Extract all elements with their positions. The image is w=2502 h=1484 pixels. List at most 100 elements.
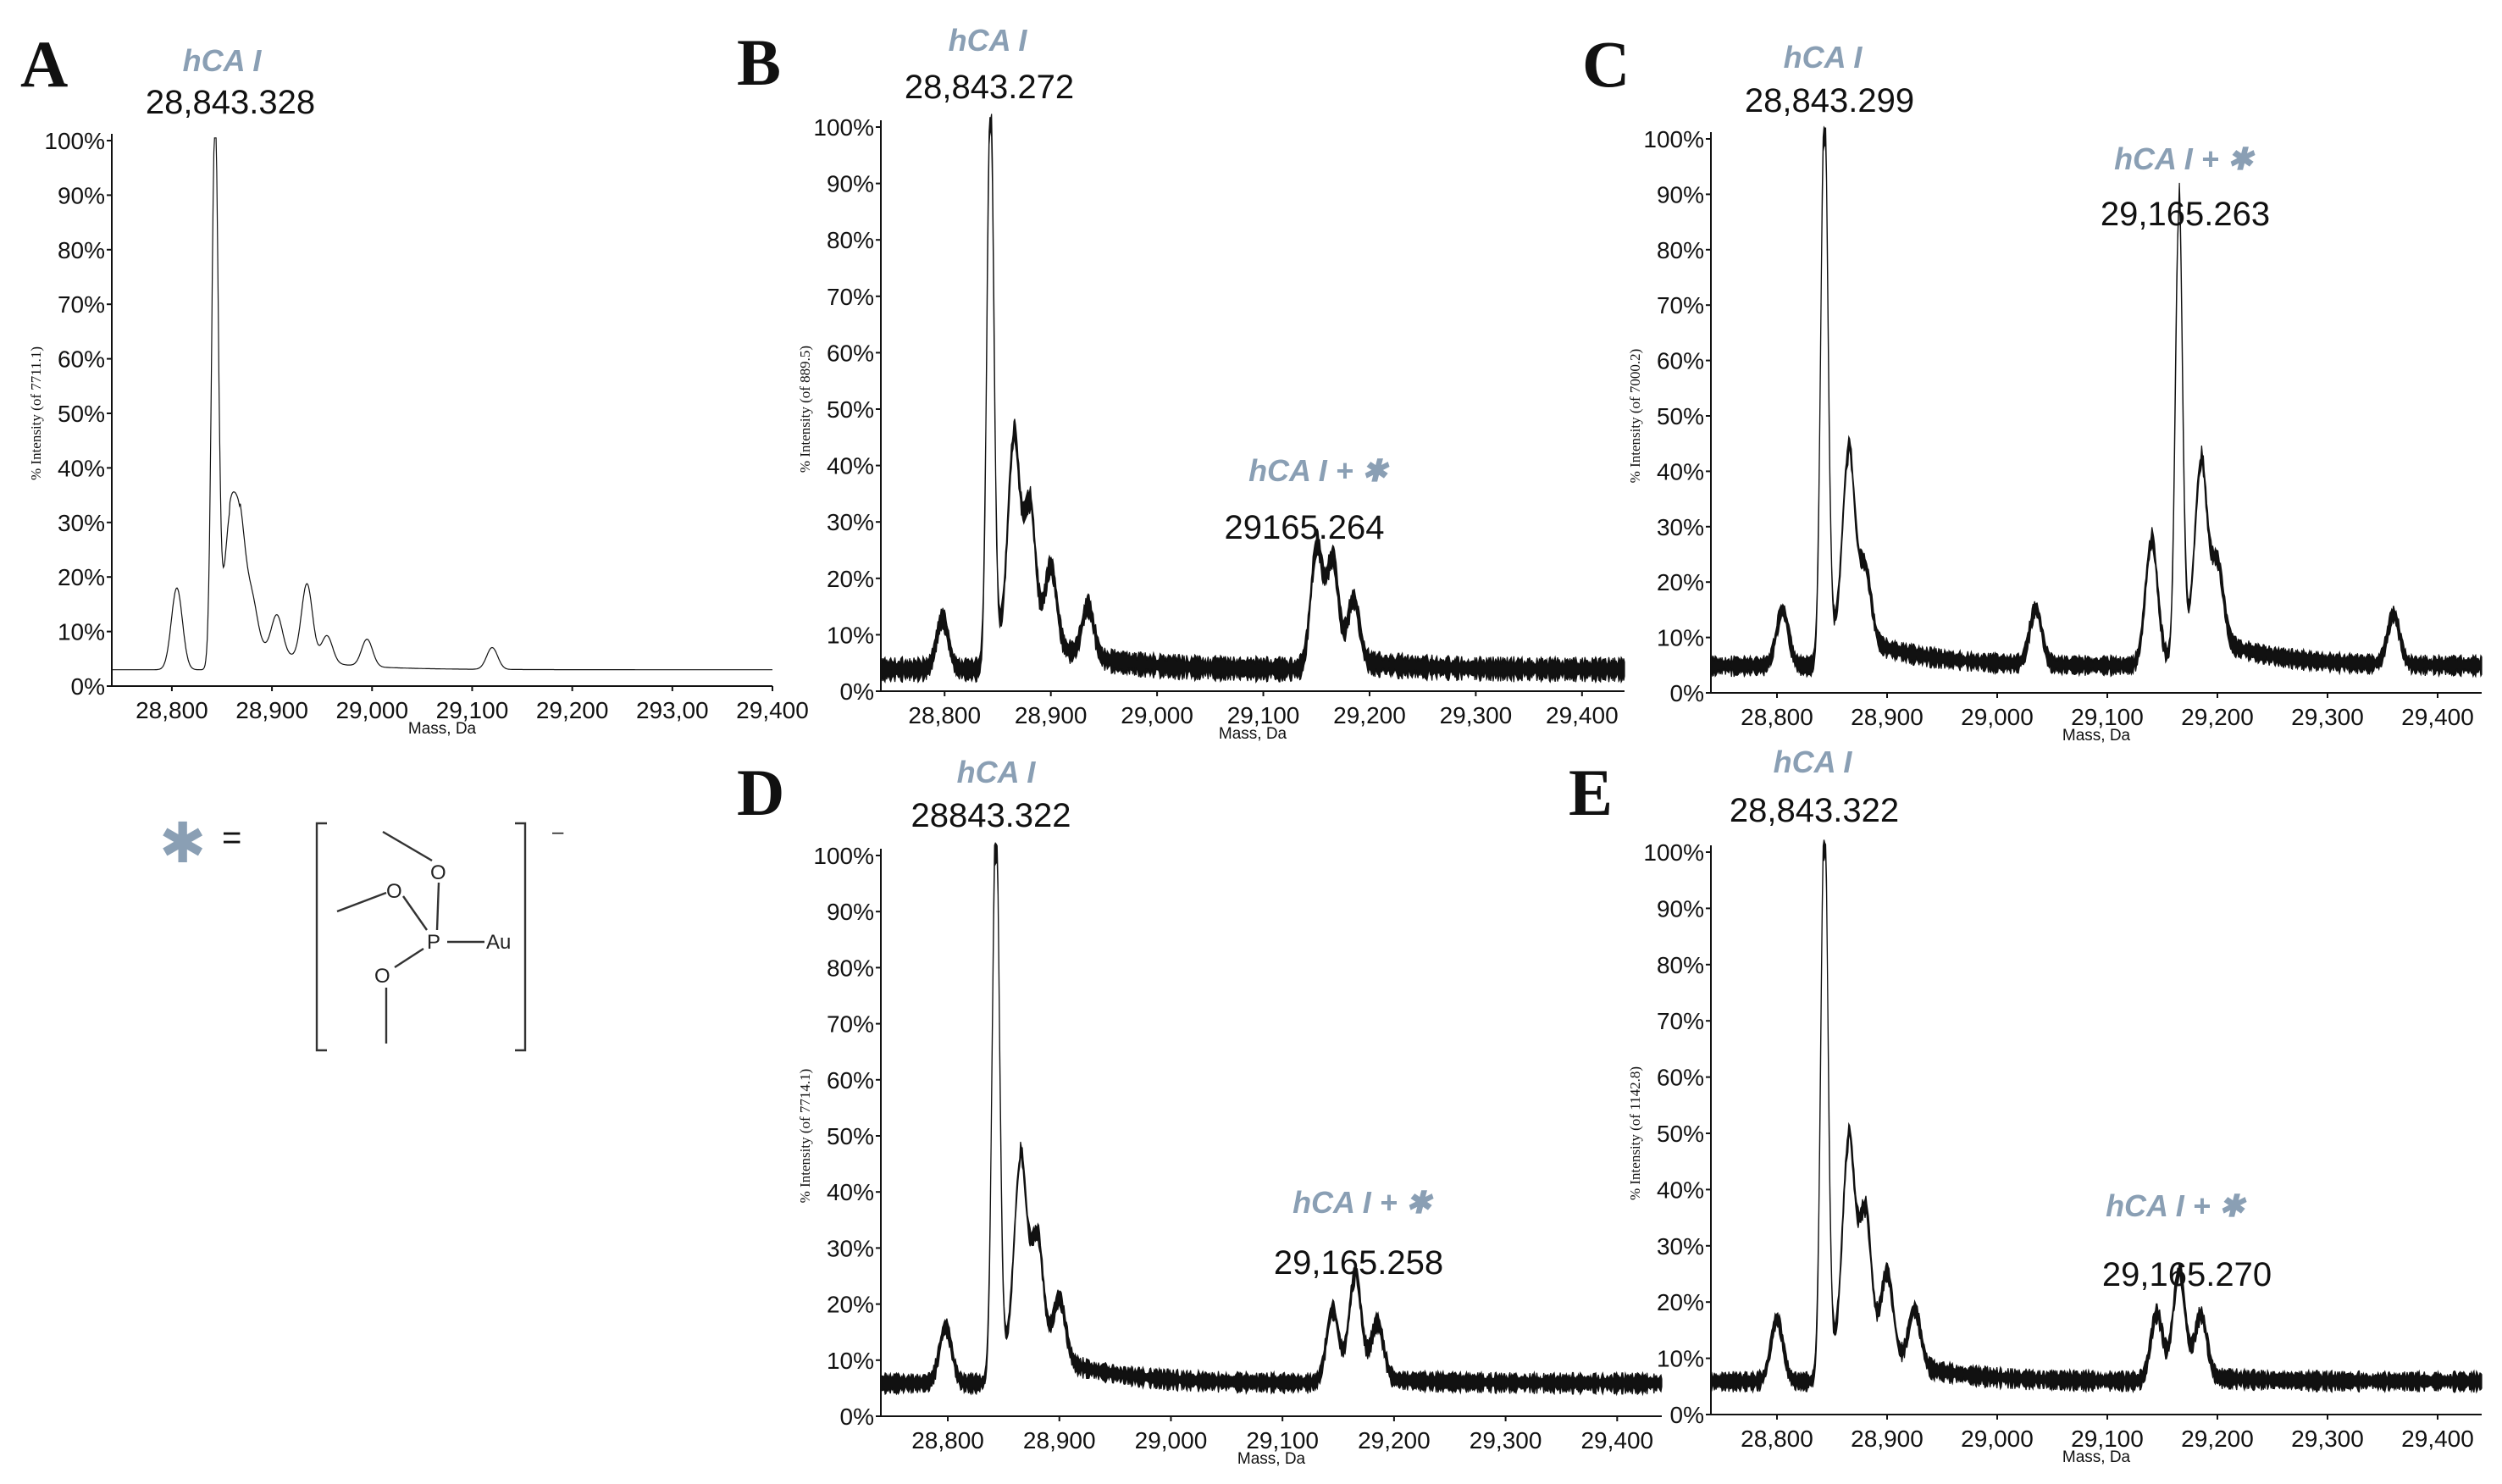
peak-species-label: hCA I + ✱	[2114, 141, 2256, 176]
y-tick-label: 20%	[58, 564, 105, 590]
peak-mass-label: 28,843.299	[1745, 82, 1914, 119]
panel-label-a: A	[20, 27, 68, 101]
x-tick-label: 29,400	[1580, 1427, 1653, 1454]
y-tick-label: 80%	[827, 227, 874, 253]
y-tick-label: 80%	[58, 237, 105, 263]
y-tick-label: 40%	[1657, 458, 1704, 485]
y-tick-label: 60%	[827, 1067, 874, 1094]
y-tick-label: 30%	[827, 509, 874, 535]
x-tick-label: 29,200	[2181, 704, 2254, 730]
x-axis-title: Mass, Da	[408, 720, 477, 738]
y-tick-label: 10%	[1657, 625, 1704, 651]
y-tick-label: 20%	[827, 1292, 874, 1318]
y-tick-label: 10%	[827, 1348, 874, 1374]
x-tick-label: 29,300	[1470, 1427, 1542, 1454]
y-tick-label: 70%	[827, 1011, 874, 1038]
y-tick-label: 40%	[827, 1179, 874, 1205]
charge-label: –	[552, 821, 564, 844]
x-tick-label: 29,000	[335, 697, 408, 723]
panel-label-d: D	[737, 756, 784, 829]
spectrum-panel-d: 0% 10% 20% 30% 40% 50% 60% 70% 80% 90% 100% 28,800 2…	[797, 755, 1663, 1468]
y-tick-label: 30%	[1657, 514, 1704, 540]
y-tick-label: 40%	[1657, 1177, 1704, 1203]
x-tick-label: 29,000	[1961, 704, 2034, 730]
peak-mass-label: 28,843.322	[1730, 792, 1899, 829]
x-axis-title: Mass, Da	[2062, 1448, 2131, 1466]
spectrum-panel-c: 0% 10% 20% 30% 40% 50% 60% 70% 80% 90% 100% 28,800 2…	[1627, 40, 2483, 745]
y-tick-label: 60%	[1657, 348, 1704, 374]
panel-label-c: C	[1582, 27, 1630, 101]
phosphite-gold-structure: – O O P Au O	[315, 821, 564, 1052]
x-tick-label: 29,000	[1121, 702, 1193, 728]
peak-species-label: hCA I	[183, 43, 263, 78]
atom-o-left: O	[386, 880, 402, 903]
y-tick-label: 10%	[827, 622, 874, 648]
x-tick-label: 29,300	[2291, 704, 2364, 730]
y-tick-label: 60%	[827, 340, 874, 366]
peak-mass-label: 28,843.272	[905, 69, 1074, 106]
x-tick-label: 28,800	[1741, 704, 1813, 730]
bond	[382, 830, 433, 862]
y-tick-label: 100%	[813, 114, 874, 141]
spectrum-panel-b: 0% 10% 20% 30% 40% 50% 60% 70% 80% 90% 100% 28,800 2…	[797, 23, 1625, 743]
y-tick-label: 0%	[1670, 1402, 1704, 1428]
bond	[336, 891, 387, 913]
peak-species-label: hCA I	[1774, 745, 1853, 779]
peak-species-label: hCA I	[957, 755, 1037, 789]
peak-mass-label: 28,843.328	[146, 84, 315, 121]
y-axis-title: % Intensity (of 1142.8)	[1627, 1066, 1643, 1200]
x-tick-label: 28,800	[136, 697, 208, 723]
y-tick-label: 10%	[58, 619, 105, 645]
x-axis-title: Mass, Da	[2062, 727, 2131, 745]
peak-species-label: hCA I + ✱	[1248, 453, 1390, 488]
y-tick-label: 40%	[58, 455, 105, 481]
atom-o-bottom: O	[374, 965, 390, 988]
y-tick-label: 90%	[827, 899, 874, 925]
x-axis-title: Mass, Da	[1237, 1450, 1306, 1468]
spectrum-trace	[880, 842, 1663, 1397]
spectrum-trace	[112, 137, 772, 671]
y-tick-label: 100%	[1643, 126, 1704, 152]
spectrum-trace	[880, 114, 1625, 684]
y-tick-label: 20%	[827, 566, 874, 592]
peak-mass-label: 29,165.270	[2102, 1256, 2272, 1293]
x-tick-label: 28,800	[1741, 1426, 1813, 1452]
y-tick-label: 30%	[827, 1235, 874, 1261]
x-tick-label: 29,200	[1333, 702, 1406, 728]
x-tick-label: 29,400	[1546, 702, 1619, 728]
x-tick-label: 29,200	[536, 697, 609, 723]
x-tick-label: 29,100	[1227, 702, 1300, 728]
x-axis-title: Mass, Da	[1219, 725, 1287, 743]
symbol-legend: ✱ = – O O P Au O	[159, 811, 564, 1052]
x-tick-label: 29,100	[2071, 1426, 2144, 1452]
spectrum-panel-a: 0% 10% 20% 30% 40% 50% 60% 70% 80% 90% 100% 28,800 2…	[28, 43, 809, 738]
y-tick-label: 100%	[44, 128, 105, 154]
y-tick-label: 90%	[1657, 181, 1704, 208]
atom-p: P	[427, 931, 440, 954]
y-tick-label: 40%	[827, 453, 874, 479]
y-tick-label: 100%	[1643, 839, 1704, 866]
y-tick-label: 60%	[58, 346, 105, 373]
y-tick-label: 70%	[58, 291, 105, 318]
y-tick-label: 50%	[1657, 1121, 1704, 1147]
bond	[402, 895, 428, 931]
x-tick-label: 28,900	[1023, 1427, 1096, 1454]
peak-mass-label: 29165.264	[1224, 509, 1384, 546]
peak-species-label: hCA I	[949, 23, 1028, 58]
x-tick-label: 28,900	[1851, 704, 1924, 730]
x-tick-label: 29,300	[2291, 1426, 2364, 1452]
y-tick-label: 10%	[1657, 1346, 1704, 1372]
y-tick-label: 80%	[1657, 952, 1704, 978]
y-tick-label: 50%	[58, 401, 105, 427]
x-tick-label: 29,200	[1358, 1427, 1431, 1454]
y-tick-label: 30%	[1657, 1233, 1704, 1260]
y-tick-label: 80%	[1657, 237, 1704, 263]
y-tick-label: 70%	[1657, 292, 1704, 318]
y-tick-label: 90%	[58, 182, 105, 208]
x-tick-label: 29,100	[1246, 1427, 1319, 1454]
x-tick-label: 29,400	[2401, 1426, 2474, 1452]
y-tick-label: 20%	[1657, 569, 1704, 595]
x-tick-label: 29,400	[736, 697, 809, 723]
